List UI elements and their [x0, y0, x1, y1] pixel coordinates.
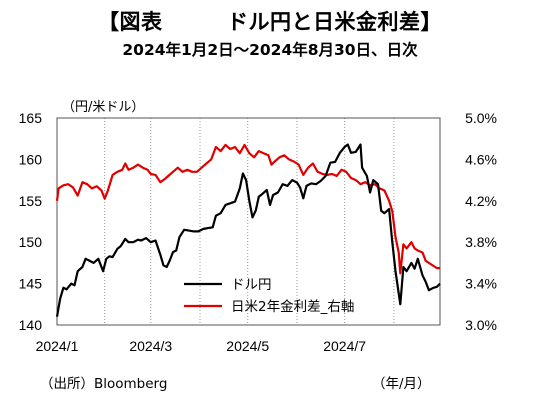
x-axis-tick-label: 2024/1 [36, 338, 79, 354]
source-note: （出所）Bloomberg [40, 376, 168, 392]
left-axis-tick-label: 160 [19, 151, 43, 167]
legend-label-usdjpy: ドル円 [231, 277, 272, 293]
right-axis-tick-label: 4.6% [465, 151, 497, 167]
x-axis-tick-label: 2024/5 [226, 338, 269, 354]
chart-subtitle: 2024年1月2日～2024年8月30日、日次 [122, 41, 418, 59]
legend: ドル円 日米2年金利差_右軸 [184, 277, 354, 315]
series-lines [55, 143, 441, 317]
x-axis-ticks: 2024/1 2024/3 2024/5 2024/7 [36, 338, 367, 354]
left-axis-tick-label: 155 [19, 193, 43, 209]
plot-frame [56, 117, 441, 326]
left-axis-ticks: 140 145 150 155 160 165 [19, 110, 43, 333]
right-axis-tick-label: 3.0% [465, 317, 497, 333]
left-axis-tick-label: 150 [19, 234, 43, 250]
right-axis-tick-label: 5.0% [465, 110, 497, 126]
x-axis-tick-label: 2024/7 [323, 338, 366, 354]
right-axis-ticks: 3.0% 3.4% 3.8% 4.2% 4.6% 5.0% [465, 110, 497, 333]
x-axis-unit-label: （年/月） [372, 376, 431, 392]
left-axis-tick-label: 165 [19, 110, 43, 126]
left-axis-tick-label: 145 [19, 276, 43, 292]
right-axis-tick-label: 3.8% [465, 234, 497, 250]
right-axis-tick-label: 3.4% [465, 276, 497, 292]
series-line-rate-spread [55, 143, 440, 275]
series-line-usdjpy [55, 143, 441, 317]
legend-label-spread: 日米2年金利差_右軸 [231, 299, 354, 315]
x-axis-tick-label: 2024/3 [129, 338, 172, 354]
left-axis-unit-label: （円/米ドル） [62, 100, 145, 115]
left-axis-tick-label: 140 [19, 317, 43, 333]
right-axis-tick-label: 4.2% [465, 193, 497, 209]
chart-title: 【図表 ドル円と日米金利差】 [98, 10, 442, 34]
